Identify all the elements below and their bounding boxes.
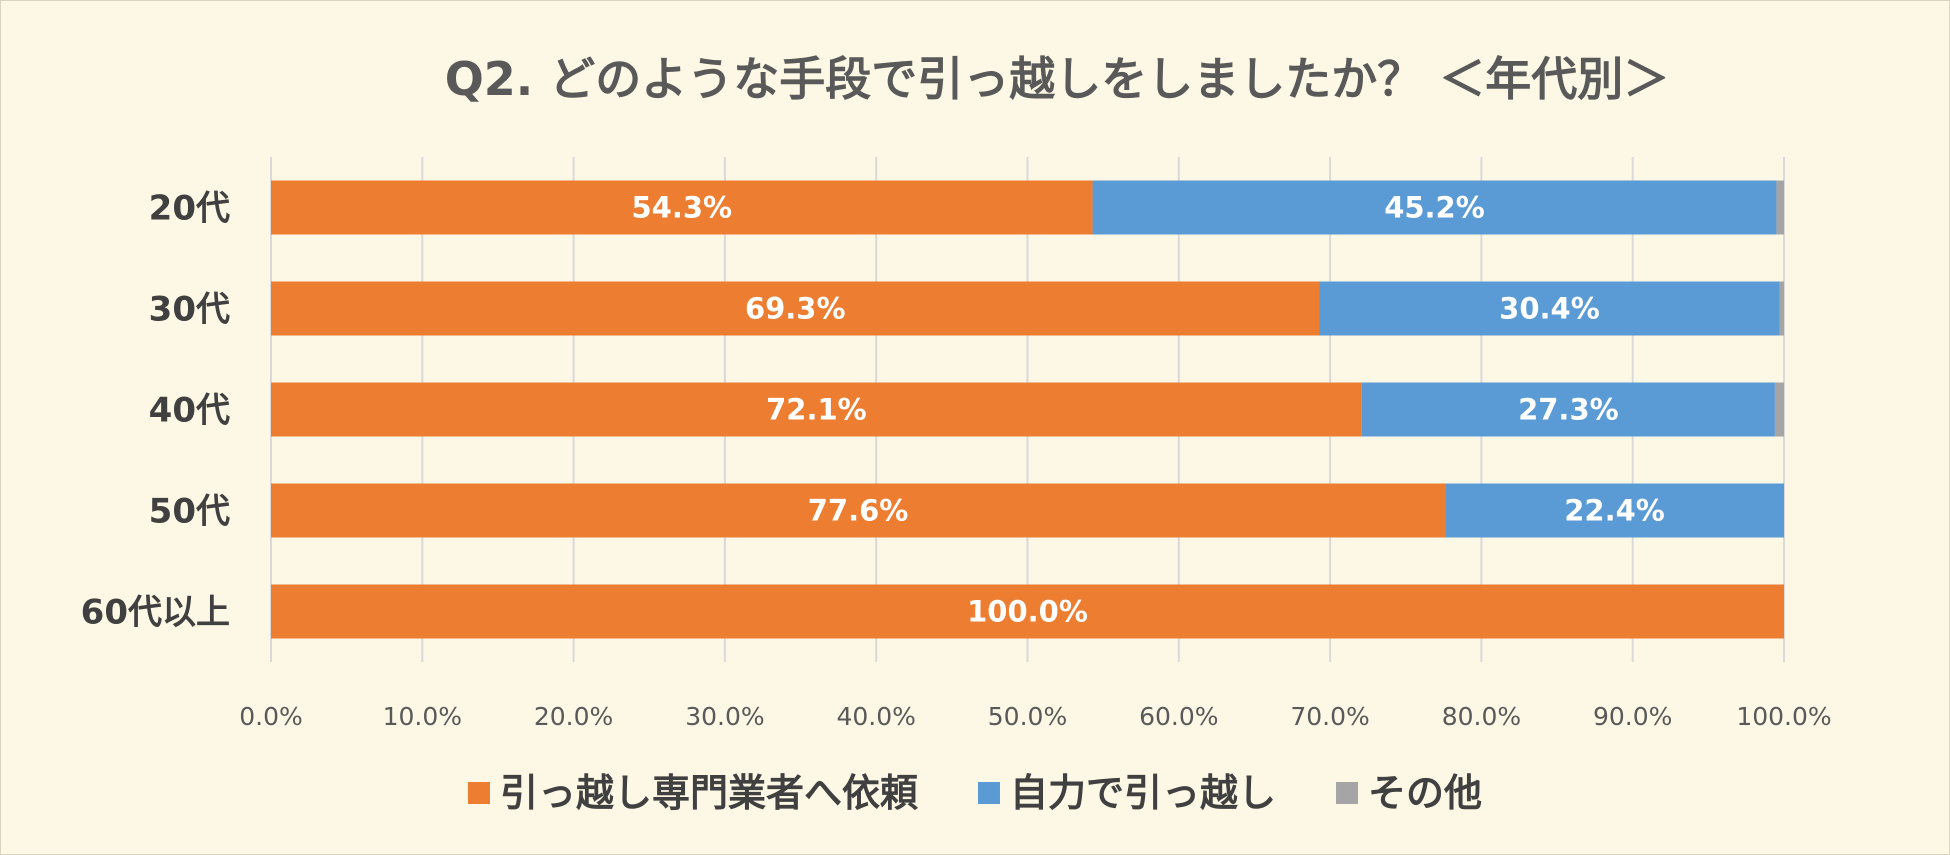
legend-label: 引っ越し専門業者へ依頼 [500, 771, 919, 815]
data-label: 72.1% [766, 393, 867, 427]
x-tick-label: 80.0% [1442, 702, 1521, 731]
bar-segment [1774, 382, 1784, 437]
bar-segment [271, 382, 1362, 437]
bar-segment [1092, 180, 1777, 235]
bar-segment [271, 281, 1320, 336]
bar-segment [271, 584, 1784, 639]
x-tick-label: 50.0% [988, 702, 1067, 731]
data-label: 22.4% [1564, 494, 1665, 528]
data-label: 77.6% [808, 494, 909, 528]
x-tick-label: 30.0% [685, 702, 764, 731]
chart-title: Q2. どのような手段で引っ越しをしましたか？ ＜年代別＞ [445, 52, 1670, 106]
x-axis-ticks: 0.0% 10.0% 20.0% 30.0% 40.0% 50.0% 60.0% 70.0% 8… [239, 702, 1831, 731]
legend-label: 自力で引っ越し [1010, 771, 1276, 815]
category-label: 30代 [149, 290, 230, 330]
x-tick-label: 0.0% [239, 702, 303, 731]
bar-segment [1776, 180, 1784, 235]
x-tick-label: 20.0% [534, 702, 613, 731]
x-tick-label: 90.0% [1593, 702, 1672, 731]
data-label: 69.3% [745, 292, 846, 326]
x-tick-label: 10.0% [383, 702, 462, 731]
category-labels: 20代 30代 40代 50代 60代以上 [81, 189, 230, 633]
bars [271, 180, 1784, 639]
x-tick-label: 100.0% [1736, 702, 1831, 731]
legend: 引っ越し専門業者へ依頼 自力で引っ越し その他 [467, 771, 1482, 815]
bar-segment [1319, 281, 1780, 336]
data-label: 27.3% [1518, 393, 1619, 427]
bar-segment [1361, 382, 1775, 437]
data-labels: 54.3% 45.2% 69.3% 30.4% 72.1% 27.3% 77.6% 22.4%… [631, 191, 1664, 629]
category-label: 50代 [149, 492, 230, 532]
legend-swatch [467, 782, 490, 804]
bar-segment [1445, 483, 1784, 538]
data-label: 100.0% [967, 595, 1088, 629]
category-label: 40代 [149, 391, 230, 431]
category-label: 20代 [149, 189, 230, 229]
category-label: 60代以上 [81, 593, 230, 633]
legend-label: その他 [1368, 771, 1482, 815]
x-tick-label: 40.0% [836, 702, 915, 731]
x-tick-label: 60.0% [1139, 702, 1218, 731]
data-label: 54.3% [631, 191, 732, 225]
bar-segment [1779, 281, 1784, 336]
legend-swatch [977, 782, 1000, 804]
data-label: 30.4% [1499, 292, 1600, 326]
data-label: 45.2% [1384, 191, 1485, 225]
bar-segment [271, 483, 1446, 538]
bar-segment [271, 180, 1093, 235]
legend-swatch [1336, 782, 1359, 804]
x-tick-label: 70.0% [1290, 702, 1369, 731]
